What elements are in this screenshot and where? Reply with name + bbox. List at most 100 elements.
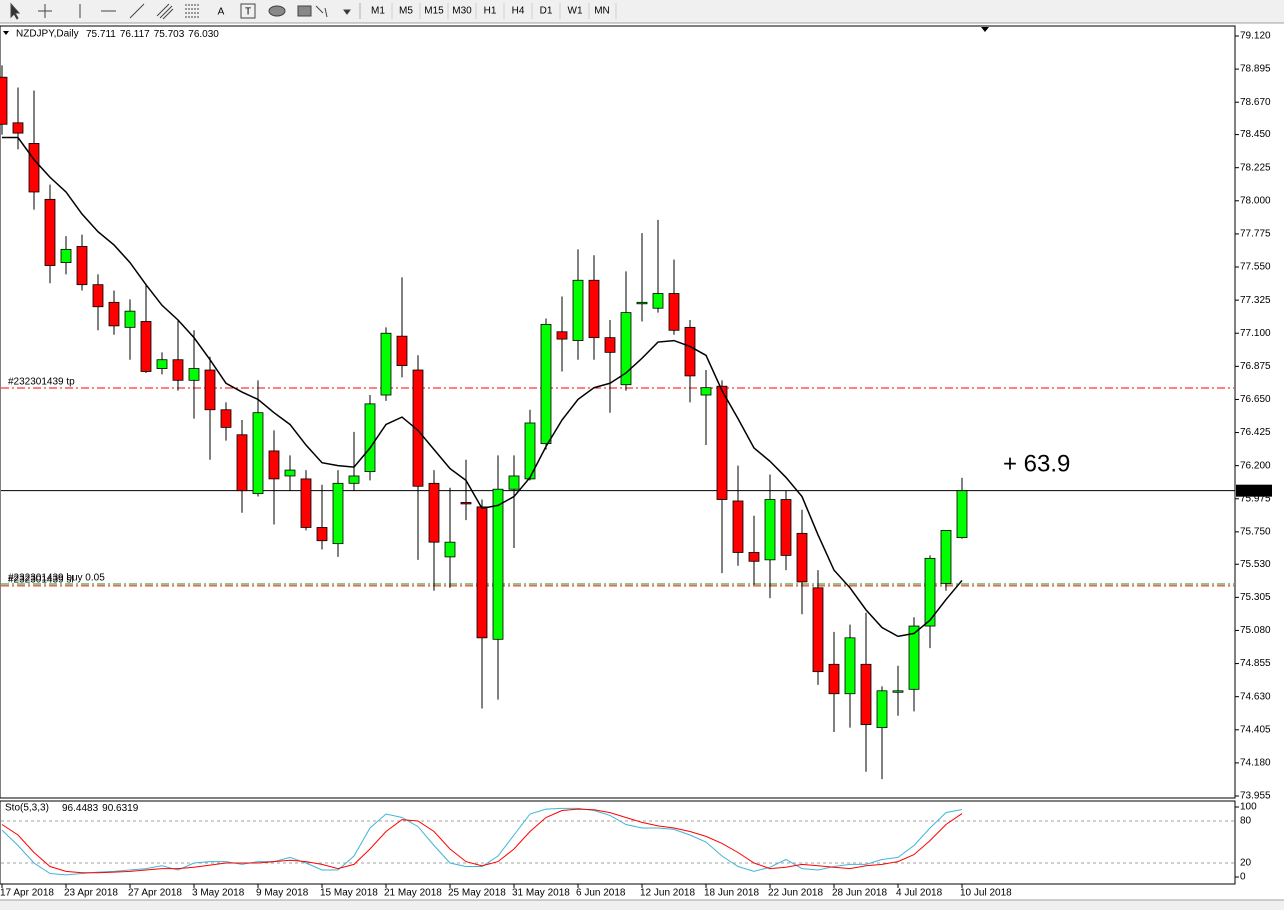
y-tick-label: 0 — [1240, 872, 1246, 883]
header-value: 76.117 — [120, 29, 150, 40]
timeframe-button[interactable]: M15 — [424, 6, 444, 17]
chart-symbol: NZDJPY,Daily — [16, 29, 79, 40]
price-tag-label: 76.030 — [1239, 485, 1270, 496]
crosshair-icon[interactable] — [38, 4, 52, 18]
candle-body — [396, 335, 408, 367]
candle-body — [156, 359, 168, 369]
x-tick-label: 12 Jun 2018 — [640, 888, 695, 899]
trendline-icon[interactable] — [129, 3, 145, 19]
price-tag — [1236, 484, 1272, 497]
candle-body — [508, 475, 520, 490]
candle-body — [364, 403, 376, 472]
header-value: 75.711 — [86, 29, 116, 40]
y-tick-label: 74.180 — [1240, 758, 1271, 769]
candle-body — [620, 312, 632, 386]
candle-body — [188, 368, 200, 381]
ellipse-icon[interactable] — [268, 5, 286, 17]
x-tick-label: 17 Apr 2018 — [0, 888, 54, 899]
candle-body — [76, 246, 88, 286]
x-tick-label: 9 May 2018 — [256, 888, 309, 899]
candle-body — [140, 321, 152, 372]
x-tick-label: 6 Jun 2018 — [576, 888, 626, 899]
y-tick-label: 73.955 — [1240, 791, 1271, 802]
candle-body — [412, 369, 424, 487]
candle-body — [828, 663, 840, 695]
y-tick-label: 75.530 — [1240, 559, 1271, 570]
candle-body — [284, 469, 296, 477]
y-tick-label: 78.895 — [1240, 64, 1271, 75]
stochastic-line — [1, 807, 963, 876]
y-tick-label: 74.405 — [1240, 724, 1271, 735]
main-frame — [0, 25, 1236, 799]
y-tick-label: 77.775 — [1240, 229, 1271, 240]
dropdown-icon[interactable] — [343, 9, 351, 15]
timeframe-button[interactable]: MN — [594, 6, 610, 17]
candle-body — [652, 293, 664, 309]
timeframe-button[interactable]: H1 — [484, 6, 497, 17]
timeframe-button[interactable]: M1 — [371, 6, 385, 17]
candle-body — [28, 143, 40, 193]
x-tick-label: 21 May 2018 — [384, 888, 442, 899]
timeframe-button[interactable]: M30 — [452, 6, 472, 17]
candle-body — [684, 326, 696, 377]
y-tick-label: 76.425 — [1240, 427, 1271, 438]
timeframe-button[interactable]: H4 — [512, 6, 525, 17]
indicator-header: 96.4483 90.6319 — [62, 803, 139, 814]
candle-body — [428, 482, 440, 543]
y-tick-label: 100 — [1240, 802, 1257, 813]
x-tick-label: 23 Apr 2018 — [64, 888, 118, 899]
header-value: 75.703 — [154, 29, 185, 40]
fibo-icon[interactable] — [185, 4, 199, 18]
order-label: #232301439 tp — [8, 377, 75, 388]
rect-icon[interactable] — [297, 5, 312, 17]
x-tick-label: 27 Apr 2018 — [128, 888, 182, 899]
candle-body — [460, 502, 472, 505]
candle-body — [732, 500, 744, 553]
timeframe-button[interactable]: W1 — [568, 6, 583, 17]
cursor-icon[interactable] — [10, 2, 21, 20]
candle-body — [60, 248, 72, 264]
y-tick-label: 74.855 — [1240, 658, 1271, 669]
x-tick-label: 25 May 2018 — [448, 888, 506, 899]
toolbar — [0, 0, 1284, 23]
candle-body — [604, 337, 616, 353]
candle-body — [956, 490, 968, 539]
x-tick-label: 3 May 2018 — [192, 888, 245, 899]
candle-body — [844, 637, 856, 695]
timeframe-button[interactable]: D1 — [540, 6, 553, 17]
tool-icons — [10, 2, 351, 20]
y-tick-label: 20 — [1240, 858, 1252, 869]
candle-body — [748, 552, 760, 562]
candle-body — [380, 332, 392, 396]
stochastic-line — [1, 808, 963, 874]
y-tick-label: 74.630 — [1240, 691, 1271, 702]
candle-body — [796, 532, 808, 583]
shift-marker — [981, 27, 989, 32]
candle-body — [540, 324, 552, 444]
text-tool[interactable]: T — [245, 7, 251, 18]
sub-frame — [0, 800, 1236, 885]
arrow-icon[interactable] — [315, 5, 328, 18]
candle-body — [348, 475, 360, 484]
header-value: 96.4483 — [62, 803, 99, 814]
y-tick-label: 76.650 — [1240, 394, 1271, 405]
candle-body — [108, 301, 120, 327]
text-tool[interactable]: A — [218, 7, 225, 18]
candle-body — [300, 478, 312, 528]
candle-body — [572, 279, 584, 341]
channel-icon[interactable] — [156, 3, 174, 20]
timeframe-button[interactable]: M5 — [399, 6, 413, 17]
candle-body — [492, 488, 504, 640]
y-tick-label: 75.305 — [1240, 592, 1271, 603]
header-value: 90.6319 — [102, 803, 139, 814]
x-tick-label: 4 Jul 2018 — [896, 888, 943, 899]
candle-body — [444, 541, 456, 558]
moving-average — [2, 136, 963, 638]
candle-body — [252, 412, 264, 495]
label-box — [240, 3, 256, 19]
x-tick-label: 31 May 2018 — [512, 888, 570, 899]
y-tick-label: 77.550 — [1240, 262, 1271, 273]
indicator-title: Sto(5,3,3) — [5, 803, 49, 814]
candle-body — [812, 587, 824, 673]
